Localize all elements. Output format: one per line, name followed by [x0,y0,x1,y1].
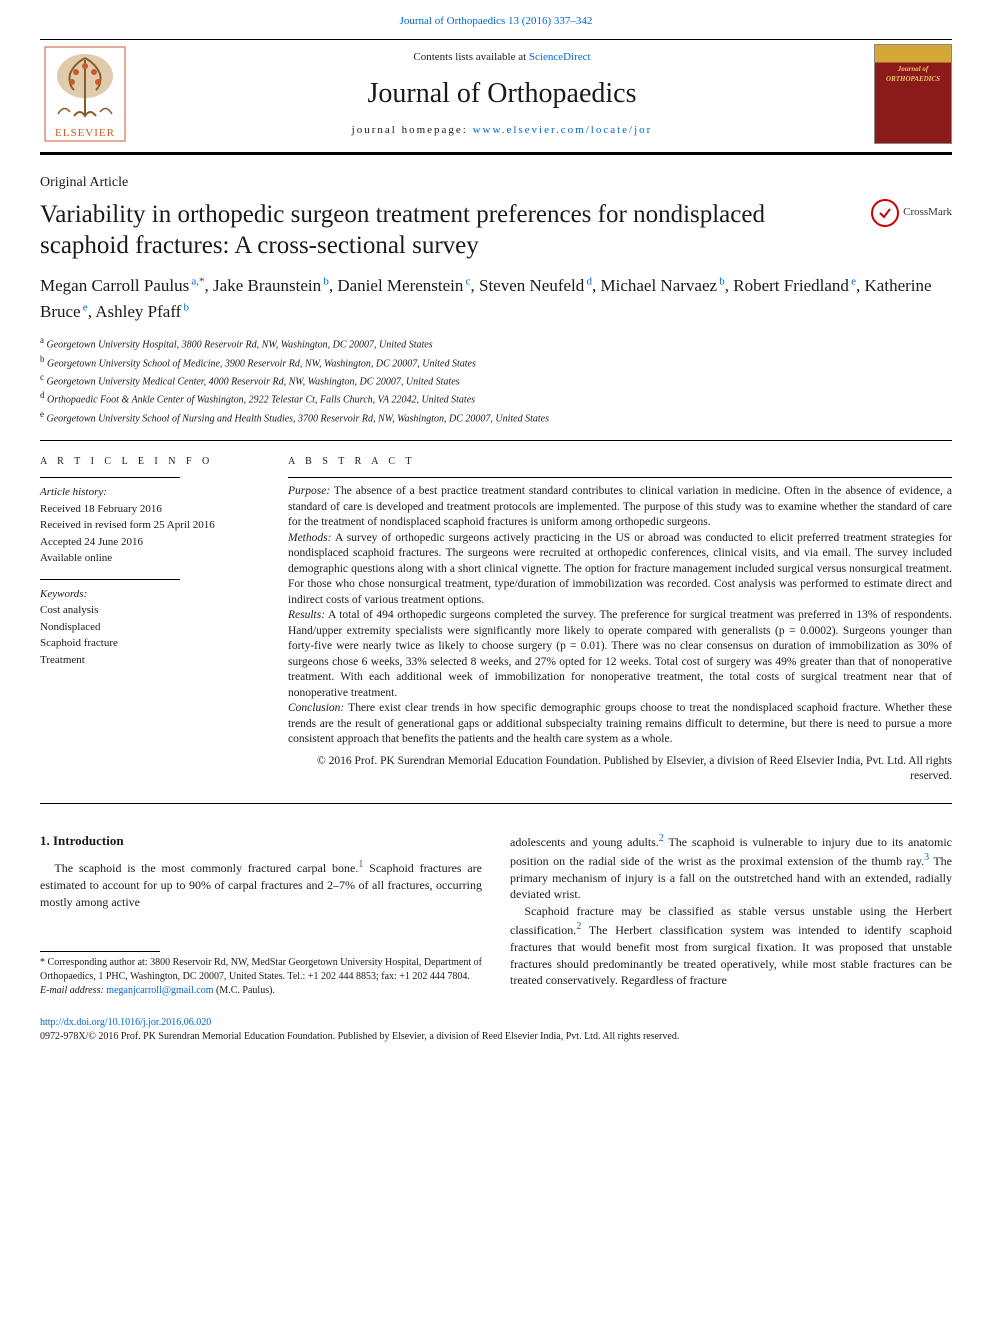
abstract-segment-text: A total of 494 orthopedic surgeons compl… [288,609,952,699]
top-citation: Journal of Orthopaedics 13 (2016) 337–34… [0,0,992,39]
info-rule [40,477,180,478]
abstract-segment-text: There exist clear trends in how specific… [288,702,952,745]
contents-available: Contents lists available at ScienceDirec… [138,50,866,65]
author-affil-link[interactable]: c [466,276,471,288]
abstract-segment-label: Purpose: [288,485,330,497]
article-title: Variability in orthopedic surgeon treatm… [40,199,851,262]
author-list: Megan Carroll Paulus a,*, Jake Braunstei… [40,273,952,324]
body-columns: 1. Introduction The scaphoid is the most… [40,832,952,998]
history-label: Article history: [40,486,107,498]
author-affil-link[interactable]: d [586,276,592,288]
column-right: adolescents and young adults.2 The scaph… [510,832,952,998]
author-email-link[interactable]: meganjcarroll@gmail.com [106,985,213,996]
top-citation-link[interactable]: Journal of Orthopaedics 13 (2016) 337–34… [400,15,593,27]
abstract-copyright: © 2016 Prof. PK Surendran Memorial Educa… [288,754,952,785]
journal-homepage: journal homepage: www.elsevier.com/locat… [138,123,866,138]
abstract-segment-text: A survey of orthopedic surgeons actively… [288,532,952,606]
affiliation: a Georgetown University Hospital, 3800 R… [40,334,952,352]
author: Jake Braunstein b [213,276,329,295]
svg-text:ELSEVIER: ELSEVIER [55,127,115,139]
sciencedirect-link[interactable]: ScienceDirect [529,51,591,63]
history-text: Received 18 February 2016Received in rev… [40,503,215,565]
article-info-heading: A R T I C L E I N F O [40,455,260,469]
article-type: Original Article [40,173,952,193]
crossmark-label: CrossMark [903,205,952,220]
affiliation: e Georgetown University School of Nursin… [40,408,952,426]
intro-paragraph-1: The scaphoid is the most commonly fractu… [40,858,482,910]
intro-paragraph-2: Scaphoid fracture may be classified as s… [510,903,952,989]
author-affil-link[interactable]: e [851,276,856,288]
crossmark-icon [871,199,899,227]
divider [40,803,952,804]
journal-name: Journal of Orthopaedics [138,74,866,113]
author: Daniel Merenstein c [337,276,470,295]
corresponding-star-icon: * [199,276,205,288]
info-rule [40,579,180,580]
author: Robert Friedland e [733,276,856,295]
author-affil-link[interactable]: e [83,301,88,313]
doi-link[interactable]: http://dx.doi.org/10.1016/j.jor.2016.06.… [40,1017,211,1028]
email-footnote: E-mail address: meganjcarroll@gmail.com … [40,984,482,998]
corresponding-author-footnote: * Corresponding author at: 3800 Reservoi… [40,956,482,984]
affiliation: c Georgetown University Medical Center, … [40,371,952,389]
author-affil-link[interactable]: b [719,276,725,288]
elsevier-logo: ELSEVIER [40,44,130,144]
keywords-label: Keywords: [40,588,87,600]
abstract-segment-text: The absence of a best practice treatment… [288,485,952,528]
affiliation-list: a Georgetown University Hospital, 3800 R… [40,334,952,426]
footnote-rule [40,951,160,952]
abstract-segment-label: Results: [288,609,325,621]
homepage-link[interactable]: www.elsevier.com/locate/jor [473,124,653,136]
abstract-segment-label: Conclusion: [288,702,344,714]
abstract-heading: A B S T R A C T [288,455,952,469]
affiliation: d Orthopaedic Foot & Ankle Center of Was… [40,389,952,407]
author: Ashley Pfaff b [95,302,189,321]
intro-paragraph-1-cont: adolescents and young adults.2 The scaph… [510,832,952,903]
affiliation: b Georgetown University School of Medici… [40,353,952,371]
author: Steven Neufeld d [479,276,592,295]
divider [40,440,952,441]
journal-header: ELSEVIER Contents lists available at Sci… [40,39,952,155]
abstract-segment-label: Methods: [288,532,331,544]
author-affil-link[interactable]: b [323,276,329,288]
abstract-rule [288,477,952,478]
doi-block: http://dx.doi.org/10.1016/j.jor.2016.06.… [40,1016,952,1044]
column-left: 1. Introduction The scaphoid is the most… [40,832,482,998]
abstract-text: Purpose: The absence of a best practice … [288,484,952,748]
keywords-text: Cost analysisNondisplacedScaphoid fractu… [40,604,118,666]
introduction-heading: 1. Introduction [40,832,482,850]
abstract: A B S T R A C T Purpose: The absence of … [288,455,952,785]
author: Michael Narvaez b [600,276,724,295]
crossmark-badge[interactable]: CrossMark [871,199,952,227]
journal-cover-thumbnail: Journal ofORTHOPAEDICS [874,44,952,144]
author-affil-link[interactable]: b [184,301,190,313]
author: Megan Carroll Paulus a,* [40,276,205,295]
elsevier-tree-icon: ELSEVIER [44,46,126,142]
author-affil-link[interactable]: a [191,276,196,288]
article-info: A R T I C L E I N F O Article history: R… [40,455,260,785]
issn-copyright: 0972-978X/© 2016 Prof. PK Surendran Memo… [40,1030,952,1044]
